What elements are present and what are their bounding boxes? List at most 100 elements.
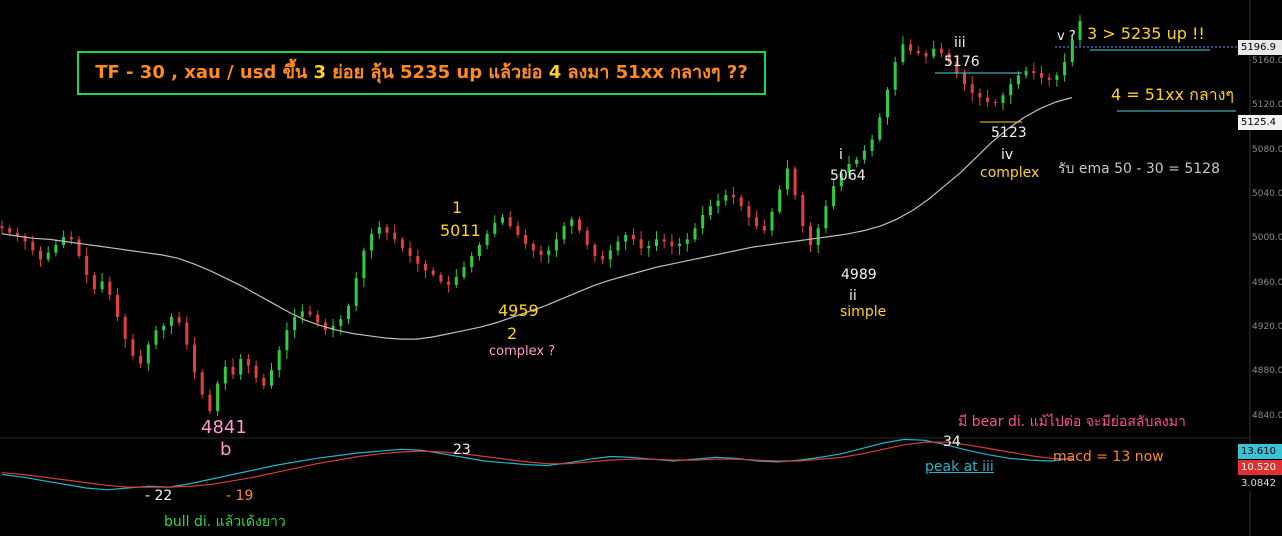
candle-body [377,227,381,234]
candle-body [85,256,89,275]
candle-body [816,228,820,245]
candle-body [223,366,227,384]
candle-body [1001,95,1005,104]
candle-body [493,222,497,234]
headline-part-1: TF - 30 , xau / usd ขึ้น [95,62,314,83]
candle-body [424,263,427,271]
candle-body [339,319,343,326]
candle-body [116,294,119,317]
candle-body [146,344,150,364]
candle-body [162,325,166,331]
candle-body [69,237,73,240]
candle-body [477,244,481,257]
candle-body [963,73,966,85]
candle-body [100,281,104,290]
candle-body [932,48,936,57]
candle-body [878,117,882,140]
wave-ii-price: 4989 [841,267,877,283]
candle-body [970,84,974,94]
candle-body [939,48,943,54]
candle-body [54,244,58,253]
candle-body [185,322,189,345]
candle-body [400,239,404,249]
headline-part-3: ย่อย ลุ้น 5235 up แล้วย่อ [325,62,549,83]
candle-body [439,274,443,282]
candle-body [1016,75,1020,85]
candle-body [647,246,651,249]
wave-2-label: 2 [507,324,518,343]
candle-body [978,93,982,98]
y-tick-label: 5160.0 [1252,56,1282,67]
candle-body [578,219,581,231]
candle-body [955,62,959,74]
wave-iii-label: iii [954,35,966,51]
candle-body [616,241,620,251]
y-tick-label: 4880.0 [1252,366,1282,377]
y-tick-label: 4960.0 [1252,277,1282,288]
candle-body [454,277,458,285]
wave-b-label: b [220,439,232,460]
candle-body [300,311,304,317]
candle-body [554,239,558,251]
candle-body [108,281,112,295]
candle-body [870,139,874,151]
candle-body [92,274,96,290]
candle-body [716,200,720,207]
candle-body [901,44,905,63]
signal-line [1,441,1073,488]
candle-body [678,243,682,247]
wave-ii-label: ii [849,288,857,304]
wave-i-label: i [839,147,843,163]
headline-part-2: 3 [313,62,326,83]
candle-body [1055,75,1059,80]
candle-body [624,234,628,242]
wave-iv-note: complex [980,165,1040,181]
candle-body [485,233,489,245]
level-lines [935,46,1250,123]
candle-body [924,53,928,57]
target-down-note: 4 = 51xx กลางๆ [1111,85,1235,104]
candle-body [824,206,828,229]
candle-body [416,256,420,264]
candle-body [208,394,212,412]
candle-body [31,241,35,251]
candle-body [347,305,350,320]
candle-body [200,372,204,395]
candle-body [431,270,435,275]
y-tick-label: 5000.0 [1252,233,1282,244]
candle-body [785,168,789,190]
candle-body [662,239,666,242]
candle-body [516,226,520,235]
candle-body [8,228,12,233]
candle-body [131,339,135,356]
macd-minus-19-label: - 19 [226,488,254,504]
candle-body [1070,39,1074,63]
wave-ii-note: simple [840,304,887,320]
candle-body [154,330,158,345]
bull-divergence-note: bull di. แล้วเด้งยาว [164,514,286,530]
headline-part-5: ลงมา 51xx กลางๆ ?? [561,62,748,83]
candle-body [408,248,412,257]
candle-body [239,359,243,375]
candle-body [801,195,805,227]
candle-body [762,226,766,231]
wave-1-label: 1 [452,198,463,217]
candle-body [809,226,812,245]
candle-body [1047,77,1051,80]
candle-body [123,316,127,340]
candle-body [847,164,851,173]
wave-iii-price: 5176 [944,54,980,70]
signal-value-box: 10.520 [1238,460,1282,475]
candle-body [893,62,897,90]
candle-body [947,53,951,63]
y-tick-label: 5120.0 [1252,100,1282,111]
candle-body [362,250,366,279]
candle-body [1009,84,1013,96]
candle-body [855,159,859,165]
candle-body [385,227,389,233]
candle-body [331,325,335,331]
wave-i-price: 5064 [830,168,866,184]
candle-body [23,236,27,242]
candle-body [608,250,612,260]
candle-body [254,365,258,378]
